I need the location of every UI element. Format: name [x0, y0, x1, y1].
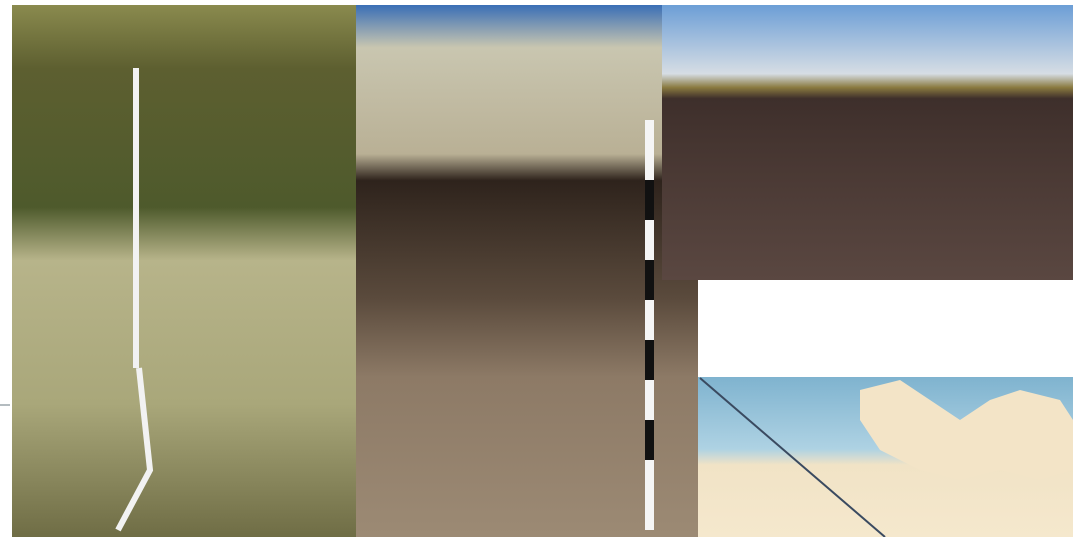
- soil-profile-photo: [12, 5, 356, 537]
- scale-rod-band: [645, 260, 654, 300]
- measuring-tape-bend: [115, 367, 154, 532]
- map-line: [699, 377, 886, 537]
- scale-rod: [645, 120, 654, 530]
- measuring-tape: [133, 68, 139, 368]
- scale-rod-band: [645, 340, 654, 380]
- scale-rod-band: [645, 420, 654, 460]
- field-photo: [662, 5, 1073, 280]
- scale-rod-band: [645, 180, 654, 220]
- map-land: [860, 380, 1073, 480]
- grassland-soil-photo: [356, 5, 698, 537]
